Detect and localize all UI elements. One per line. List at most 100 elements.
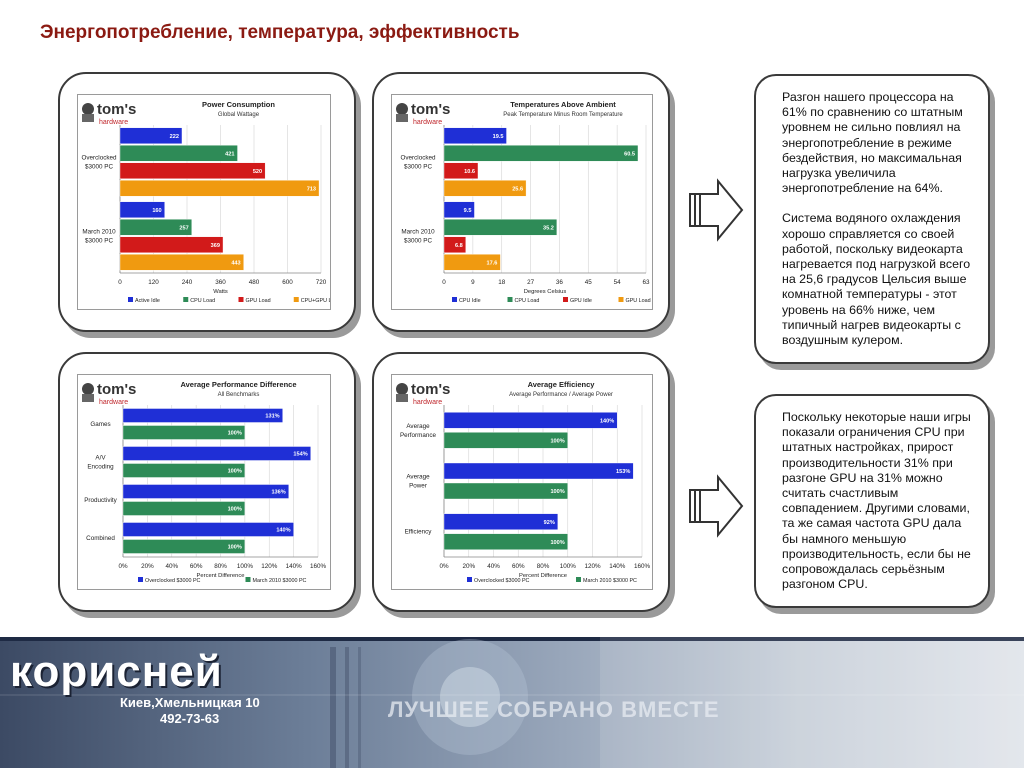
chart-subtitle: Average Performance / Average Power — [509, 392, 613, 398]
category-label: Combined — [86, 535, 115, 542]
legend-label: GPU Load — [626, 298, 651, 304]
chart-panel-performance: tom's hardware Average Performance Differe… — [58, 352, 356, 612]
x-tick-label: 54 — [614, 279, 622, 286]
bar — [122, 484, 289, 499]
bar-value-label: 35.2 — [543, 225, 554, 231]
legend-swatch — [128, 297, 133, 302]
bar — [443, 412, 618, 429]
bar-value-label: 136% — [271, 490, 285, 496]
bar — [443, 201, 475, 218]
bar — [443, 432, 568, 449]
bar — [119, 162, 266, 179]
legend-label: CPU+GPU Load — [301, 298, 330, 304]
text-panel-performance: Поскольку некоторые наши игры показали о… — [754, 394, 990, 608]
chart-frame-temperature: tom's hardware Temperatures Above Ambient P… — [391, 94, 653, 310]
bar-value-label: 100% — [550, 489, 564, 495]
category-label: Power — [409, 483, 427, 490]
bar — [443, 462, 634, 480]
legend-swatch — [238, 297, 244, 302]
chart-panel-efficiency: tom's hardware Average Efficiency Average P… — [372, 352, 670, 612]
x-tick-label: 27 — [527, 279, 535, 286]
category-label: Performance — [400, 432, 437, 439]
bar-value-label: 100% — [550, 540, 564, 546]
x-tick-label: 0 — [118, 279, 122, 286]
logo-head-icon — [396, 103, 408, 115]
x-tick-label: 36 — [556, 279, 564, 286]
category-label: March 2010 — [401, 229, 435, 236]
logo-body-icon — [396, 114, 408, 122]
bar — [443, 533, 568, 550]
x-tick-label: 45 — [585, 279, 593, 286]
bar-value-label: 140% — [600, 419, 614, 425]
text-paragraph: Система водяного охлаждения хорошо справ… — [782, 211, 971, 348]
logo-head-icon — [82, 383, 94, 395]
bar-value-label: 92% — [544, 520, 555, 526]
bar — [443, 219, 558, 236]
x-tick-label: 9 — [471, 279, 475, 286]
bar-value-label: 100% — [550, 439, 564, 445]
x-axis-label: Degrees Celsius — [524, 289, 567, 295]
footer-decoration — [0, 637, 1024, 768]
logo-subtext: hardware — [99, 119, 128, 126]
bar-value-label: 713 — [307, 186, 316, 192]
x-tick-label: 160% — [634, 563, 651, 570]
bar — [119, 180, 320, 197]
legend-label: CPU Idle — [459, 298, 481, 304]
category-label: Overclocked — [401, 155, 436, 162]
bar-value-label: 222 — [170, 134, 179, 140]
bar-value-label: 17.6 — [487, 260, 498, 266]
category-label: Efficiency — [405, 529, 433, 536]
category-label: A/V — [95, 455, 106, 462]
legend-label: March 2010 $3000 PC — [253, 578, 307, 584]
category-label: $3000 PC — [404, 238, 432, 245]
legend-swatch — [293, 297, 299, 302]
chart-background — [392, 375, 652, 589]
bar-value-label: 9.5 — [464, 208, 472, 214]
legend-swatch — [245, 577, 251, 582]
arrow-right-icon — [689, 178, 744, 242]
bar — [122, 522, 294, 537]
bar-value-label: 25.6 — [512, 186, 523, 192]
company-slogan: ЛУЧШЕЕ СОБРАНО ВМЕСТЕ — [388, 697, 720, 722]
bar — [443, 236, 467, 253]
bar-value-label: 10.6 — [464, 169, 475, 175]
bar — [122, 446, 311, 461]
legend-label: Overclocked $3000 PC — [474, 578, 530, 584]
bar-value-label: 100% — [228, 469, 242, 475]
legend-swatch — [563, 297, 568, 302]
logo-head-icon — [396, 383, 408, 395]
x-tick-label: 18 — [498, 279, 506, 286]
x-tick-label: 600 — [282, 279, 293, 286]
bar — [443, 127, 507, 144]
legend-swatch — [467, 577, 472, 582]
x-tick-label: 120% — [584, 563, 601, 570]
bar — [443, 513, 559, 530]
bar-value-label: 443 — [231, 260, 240, 266]
chart-title: Temperatures Above Ambient — [510, 100, 616, 109]
bar-value-label: 60.5 — [624, 151, 635, 157]
text-paragraph: Разгон нашего процессора на 61% по сравн… — [782, 90, 963, 196]
legend-label: Active Idle — [135, 298, 160, 304]
logo-text: tom's — [411, 101, 450, 118]
bar — [119, 236, 224, 253]
category-label: March 2010 — [82, 229, 116, 236]
x-axis-label: Percent Difference — [197, 573, 245, 579]
x-tick-label: 40% — [487, 563, 500, 570]
bar — [443, 254, 501, 271]
chart-subtitle: Peak Temperature Minus Room Temperature — [503, 112, 623, 118]
bar-value-label: 131% — [265, 414, 279, 420]
bar-value-label: 257 — [179, 225, 188, 231]
chart-subtitle: All Benchmarks — [218, 392, 260, 398]
x-tick-label: 360 — [215, 279, 226, 286]
bar-value-label: 369 — [211, 243, 220, 249]
x-tick-label: 63 — [642, 279, 650, 286]
company-address: Киев,Хмельницкая 10 — [120, 695, 260, 710]
bar — [122, 463, 246, 478]
x-tick-label: 100% — [237, 563, 254, 570]
text-paragraph: Поскольку некоторые наши игры показали о… — [782, 410, 971, 592]
bar — [119, 254, 244, 271]
